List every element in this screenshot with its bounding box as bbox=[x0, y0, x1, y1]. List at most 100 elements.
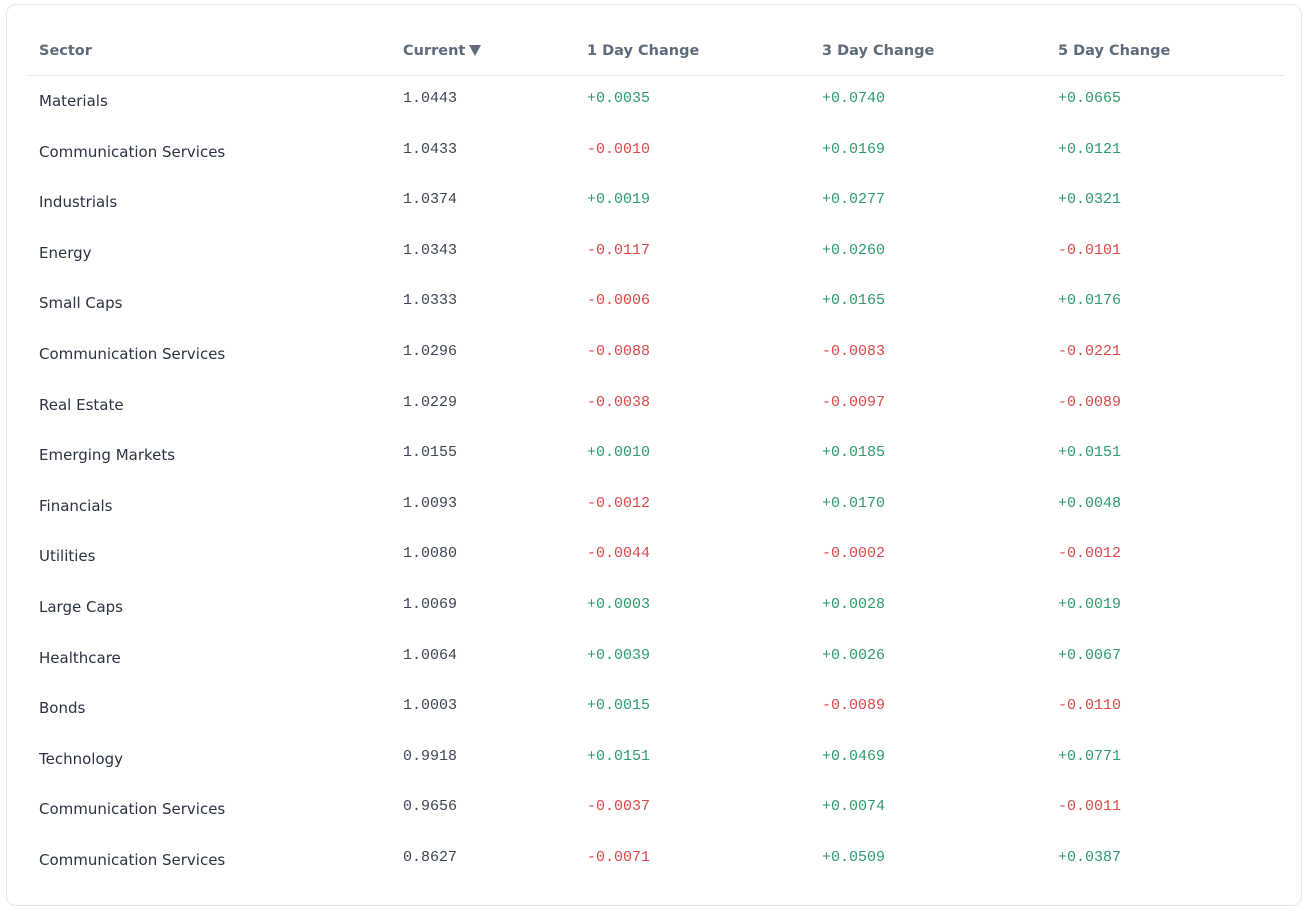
header-current-label: Current bbox=[403, 43, 466, 59]
table-row[interactable]: Financials 1.0093 -0.0012 +0.0170 +0.0048 bbox=[27, 481, 1284, 532]
table-row[interactable]: Bonds 1.0003 +0.0015 -0.0089 -0.0110 bbox=[27, 683, 1284, 734]
current-value-cell: 0.9656 bbox=[403, 798, 458, 816]
sector-cell: Small Caps bbox=[39, 294, 123, 313]
day1-change-cell: -0.0006 bbox=[587, 292, 651, 310]
table-row[interactable]: Communication Services 0.9656 -0.0037 +0.00… bbox=[27, 784, 1284, 835]
day3-change-cell: +0.0260 bbox=[822, 241, 886, 259]
sector-cell: Materials bbox=[39, 92, 108, 110]
table-row[interactable]: Large Caps 1.0069 +0.0003 +0.0028 +0.0019 bbox=[27, 582, 1284, 633]
day5-change-cell: +0.0151 bbox=[1058, 444, 1122, 462]
table-row[interactable]: Healthcare 1.0064 +0.0039 +0.0026 +0.0067 bbox=[27, 633, 1284, 684]
day1-change-cell: +0.0010 bbox=[587, 444, 651, 462]
day1-change-cell: -0.0044 bbox=[587, 545, 651, 563]
day3-change-cell: +0.0026 bbox=[822, 646, 886, 664]
current-value-cell: 1.0069 bbox=[403, 595, 458, 613]
day5-change-cell: +0.0067 bbox=[1058, 646, 1122, 664]
sector-cell: Communication Services bbox=[39, 800, 226, 819]
table-row[interactable]: Technology 0.9918 +0.0151 +0.0469 +0.0771 bbox=[27, 734, 1284, 785]
day5-change-cell: -0.0101 bbox=[1058, 241, 1122, 259]
sector-cell: Emerging Markets bbox=[39, 446, 176, 465]
day5-change-cell: +0.0121 bbox=[1058, 140, 1122, 158]
header-5-day-change-label: 5 Day Change bbox=[1058, 43, 1171, 59]
day3-change-cell: +0.0185 bbox=[822, 444, 886, 462]
day5-change-cell: +0.0048 bbox=[1058, 494, 1122, 512]
header-1-day-change[interactable]: 1 Day Change bbox=[587, 23, 699, 79]
current-value-cell: 1.0229 bbox=[403, 393, 458, 411]
header-1-day-change-label: 1 Day Change bbox=[587, 43, 700, 59]
header-sector[interactable]: Sector bbox=[39, 23, 92, 79]
current-value-cell: 1.0433 bbox=[403, 140, 458, 158]
day3-change-cell: +0.0165 bbox=[822, 292, 886, 310]
header-current[interactable]: Current bbox=[403, 23, 482, 79]
day1-change-cell: -0.0088 bbox=[587, 342, 651, 360]
current-value-cell: 1.0003 bbox=[403, 697, 458, 715]
table-row[interactable]: Small Caps 1.0333 -0.0006 +0.0165 +0.0176 bbox=[27, 278, 1284, 329]
day1-change-cell: -0.0038 bbox=[587, 393, 651, 411]
day1-change-cell: +0.0035 bbox=[587, 90, 651, 107]
day1-change-cell: +0.0039 bbox=[587, 646, 651, 664]
table-body: Materials 1.0443 +0.0035 +0.0740 +0.0665 Comm… bbox=[27, 76, 1284, 886]
sector-cell: Utilities bbox=[39, 547, 96, 566]
day5-change-cell: -0.0110 bbox=[1058, 697, 1122, 715]
sector-cell: Large Caps bbox=[39, 597, 123, 616]
table-row[interactable]: Energy 1.0343 -0.0117 +0.0260 -0.0101 bbox=[27, 228, 1284, 279]
table-row[interactable]: Utilities 1.0080 -0.0044 -0.0002 -0.0012 bbox=[27, 531, 1284, 582]
sector-cell: Industrials bbox=[39, 193, 118, 212]
sector-cell: Communication Services bbox=[39, 142, 226, 161]
day1-change-cell: +0.0015 bbox=[587, 697, 651, 715]
day5-change-cell: -0.0011 bbox=[1058, 798, 1122, 816]
day1-change-cell: -0.0010 bbox=[587, 140, 651, 158]
day3-change-cell: +0.0169 bbox=[822, 140, 886, 158]
header-sector-label: Sector bbox=[39, 43, 92, 59]
sector-cell: Financials bbox=[39, 496, 113, 515]
day5-change-cell: +0.0771 bbox=[1058, 747, 1122, 765]
sector-cell: Technology bbox=[39, 749, 124, 768]
day5-change-cell: +0.0665 bbox=[1058, 90, 1122, 107]
day5-change-cell: -0.0221 bbox=[1058, 342, 1122, 360]
current-value-cell: 1.0343 bbox=[403, 241, 458, 259]
table-row[interactable]: Communication Services 1.0296 -0.0088 -0.00… bbox=[27, 329, 1284, 380]
day1-change-cell: +0.0151 bbox=[587, 747, 651, 765]
sector-cell: Communication Services bbox=[39, 850, 226, 869]
day3-change-cell: +0.0028 bbox=[822, 595, 886, 613]
current-value-cell: 1.0093 bbox=[403, 494, 458, 512]
day3-change-cell: -0.0002 bbox=[822, 545, 886, 563]
current-value-cell: 1.0333 bbox=[403, 292, 458, 310]
day5-change-cell: +0.0019 bbox=[1058, 595, 1122, 613]
day3-change-cell: +0.0469 bbox=[822, 747, 886, 765]
day3-change-cell: +0.0509 bbox=[822, 848, 886, 866]
table-row[interactable]: Communication Services 0.8627 -0.0071 +0.05… bbox=[27, 835, 1284, 886]
day5-change-cell: -0.0012 bbox=[1058, 545, 1122, 563]
day5-change-cell: +0.0176 bbox=[1058, 292, 1122, 310]
day3-change-cell: -0.0089 bbox=[822, 697, 886, 715]
sector-cell: Energy bbox=[39, 243, 92, 262]
day5-change-cell: +0.0387 bbox=[1058, 848, 1122, 866]
header-3-day-change[interactable]: 3 Day Change bbox=[822, 23, 934, 79]
sector-performance-table: Sector Current 1 Day Change 3 Day Change… bbox=[27, 23, 1284, 886]
sector-cell: Healthcare bbox=[39, 648, 121, 667]
day3-change-cell: -0.0083 bbox=[822, 342, 886, 360]
day5-change-cell: +0.0321 bbox=[1058, 191, 1122, 209]
current-value-cell: 1.0443 bbox=[403, 90, 458, 107]
day1-change-cell: -0.0037 bbox=[587, 798, 651, 816]
sort-desc-triangle-icon[interactable] bbox=[469, 45, 482, 56]
day3-change-cell: -0.0097 bbox=[822, 393, 886, 411]
day1-change-cell: -0.0012 bbox=[587, 494, 651, 512]
table-row[interactable]: Communication Services 1.0433 -0.0010 +0.01… bbox=[27, 127, 1284, 178]
day1-change-cell: -0.0071 bbox=[587, 848, 651, 866]
day1-change-cell: -0.0117 bbox=[587, 241, 651, 259]
current-value-cell: 1.0155 bbox=[403, 444, 458, 462]
table-row[interactable]: Industrials 1.0374 +0.0019 +0.0277 +0.0321 bbox=[27, 177, 1284, 228]
sector-cell: Real Estate bbox=[39, 395, 124, 414]
table-row[interactable]: Materials 1.0443 +0.0035 +0.0740 +0.0665 bbox=[27, 76, 1284, 127]
sector-cell: Bonds bbox=[39, 699, 86, 718]
current-value-cell: 1.0064 bbox=[403, 646, 458, 664]
current-value-cell: 0.8627 bbox=[403, 848, 458, 866]
table-row[interactable]: Emerging Markets 1.0155 +0.0010 +0.0185 +0.0… bbox=[27, 430, 1284, 481]
sector-table-card: Sector Current 1 Day Change 3 Day Change… bbox=[6, 4, 1302, 906]
table-row[interactable]: Real Estate 1.0229 -0.0038 -0.0097 -0.0089 bbox=[27, 380, 1284, 431]
day1-change-cell: +0.0003 bbox=[587, 595, 651, 613]
header-5-day-change[interactable]: 5 Day Change bbox=[1058, 23, 1170, 79]
current-value-cell: 1.0374 bbox=[403, 191, 458, 209]
header-3-day-change-label: 3 Day Change bbox=[822, 43, 935, 59]
